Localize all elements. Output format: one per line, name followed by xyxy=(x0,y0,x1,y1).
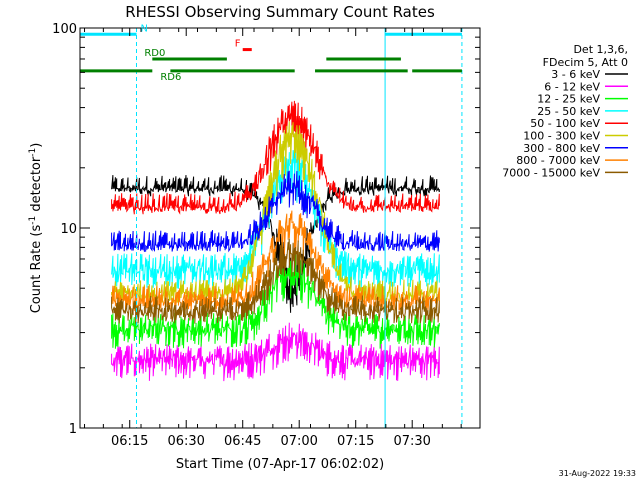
x-tick-label-4: 07:00 xyxy=(280,434,317,449)
legend-label-9: 7000 - 15000 keV xyxy=(502,166,600,179)
annotation-label-rd6: RD6 xyxy=(160,72,181,83)
legend-header-line-2: FDecim 5, Att 0 xyxy=(543,56,628,69)
legend-label-5: 50 - 100 keV xyxy=(530,117,600,130)
legend-label-3: 12 - 25 keV xyxy=(537,93,600,106)
x-tick-label-3: 06:45 xyxy=(224,434,261,449)
x-tick-label-2: 06:30 xyxy=(167,434,204,449)
legend-label-7: 300 - 800 keV xyxy=(523,142,600,155)
x-tick-label-1: 06:15 xyxy=(111,434,148,449)
x-axis: 06:15 06:30 06:45 07:00 07:15 07:30 xyxy=(84,28,481,449)
x-tick-label-5: 07:15 xyxy=(337,434,374,449)
x-axis-label: Start Time (07-Apr-17 06:02:02) xyxy=(176,457,384,472)
legend-label-2: 6 - 12 keV xyxy=(544,80,600,93)
x-tick-label-6: 07:30 xyxy=(393,434,430,449)
legend-label-4: 25 - 50 keV xyxy=(537,105,600,118)
y-tick-label-2: 10 xyxy=(60,222,77,237)
y-tick-label-1: 1 xyxy=(69,422,77,437)
y-axis-label: Count Rate (s-1 detector-1) xyxy=(28,143,44,314)
legend-header-line-1: Det 1,3,6, xyxy=(573,43,628,56)
y-tick-label-3: 100 xyxy=(52,22,77,37)
legend-label-8: 800 - 7000 keV xyxy=(516,154,600,167)
footer-timestamp: 31-Aug-2022 19:33 xyxy=(559,469,636,478)
annotation-label-f: F xyxy=(235,39,241,50)
y-axis: 1 10 100 xyxy=(52,22,480,437)
annotation-label-rd0: RD0 xyxy=(144,48,165,59)
annotation-label-n: N xyxy=(140,23,147,34)
chart-title: RHESSI Observing Summary Count Rates xyxy=(125,3,435,21)
legend-label-6: 100 - 300 keV xyxy=(523,130,600,143)
legend-label-1: 3 - 6 keV xyxy=(551,68,600,81)
plot-area xyxy=(80,28,463,428)
